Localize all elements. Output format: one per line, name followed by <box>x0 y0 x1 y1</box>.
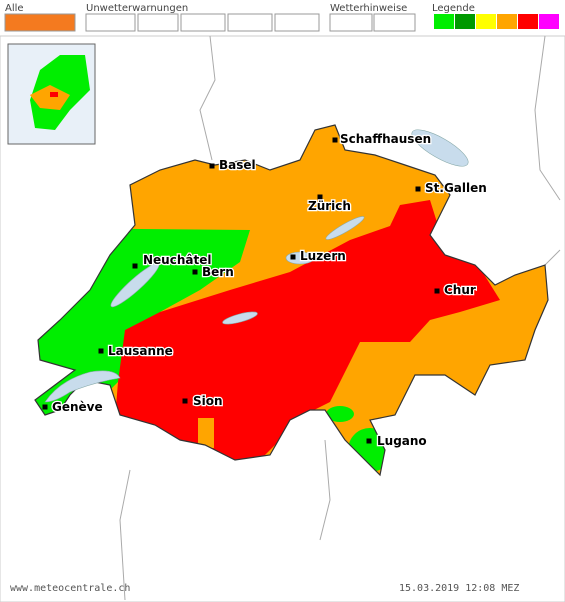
city-label: Chur <box>444 283 476 297</box>
neighbor-borders <box>119 35 561 601</box>
city-marker <box>434 288 440 294</box>
city-label: Schaffhausen <box>340 132 431 146</box>
city-marker <box>132 263 138 269</box>
city-label: Lausanne <box>108 344 173 358</box>
city-marker <box>332 137 338 143</box>
city-label: Sion <box>193 394 223 408</box>
cities: Schaffhausen Basel St.Gallen Zürich Neuchâte… <box>42 131 488 449</box>
city-label: Luzern <box>300 249 346 263</box>
city-label: Zürich <box>308 199 351 213</box>
city-label: Bern <box>202 265 234 279</box>
header-label: Alle <box>5 3 24 14</box>
city-marker <box>366 438 372 444</box>
header-label: Legende <box>432 3 475 14</box>
footer-timestamp: 15.03.2019 12:08 MEZ <box>399 583 519 594</box>
city-label: Genève <box>52 400 103 414</box>
city-marker <box>42 404 48 410</box>
lakes <box>44 129 469 403</box>
city-marker <box>209 163 215 169</box>
city-marker <box>415 186 421 192</box>
city-marker <box>98 348 104 354</box>
city-label: Basel <box>219 158 256 172</box>
city-marker <box>290 254 296 260</box>
header-label: Unwetterwarnungen <box>86 3 188 14</box>
city-label: St.Gallen <box>425 181 487 195</box>
city-marker <box>182 398 188 404</box>
city-label: Neuchâtel <box>143 253 211 267</box>
header-label: Wetterhinweise <box>330 3 407 14</box>
city-marker <box>317 194 323 200</box>
all-button[interactable] <box>4 13 76 32</box>
city-label: Lugano <box>377 434 427 448</box>
warning-buttons[interactable] <box>85 13 416 32</box>
legend-colors <box>434 14 559 29</box>
europe-inset <box>7 43 96 145</box>
city-marker <box>192 269 198 275</box>
footer-source: www.meteocentrale.ch <box>10 583 130 594</box>
